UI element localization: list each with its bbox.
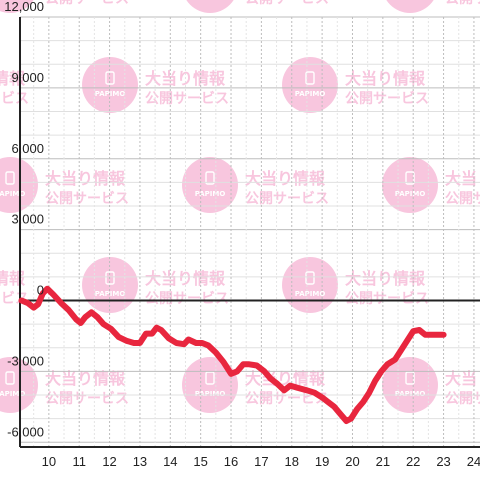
series-line-0	[18, 285, 447, 424]
x-tick-label: 20	[345, 454, 359, 469]
x-tick-label: 11	[72, 454, 86, 469]
y-tick-label: 6,000	[11, 141, 44, 156]
y-tick-label: 0	[37, 283, 44, 298]
x-tick-label: 13	[133, 454, 147, 469]
watermark-brand: PAPIMO	[395, 190, 426, 198]
watermark-line1: 大当り情報	[45, 369, 126, 388]
y-tick-label: -3,000	[7, 353, 44, 368]
watermark-line2: 公開サービス	[345, 291, 429, 307]
watermark-brand: PAPIMO	[395, 390, 426, 398]
watermark-circle-icon	[282, 57, 338, 113]
x-tick-label: 10	[42, 454, 56, 469]
watermark-line1: 大当り情報	[345, 269, 426, 288]
watermark-line2: 公開サービス	[445, 0, 480, 7]
watermark-phone-icon	[305, 271, 315, 285]
watermark-line2: 公開サービス	[445, 191, 480, 207]
watermark-line2: 公開サービス	[45, 391, 129, 407]
x-tick-label: 15	[193, 454, 207, 469]
watermark-circle-icon	[382, 157, 438, 213]
watermark-brand: PAPIMO	[295, 290, 326, 298]
watermark-line2: 公開サービス	[0, 91, 29, 107]
watermark-phone-icon	[305, 71, 315, 85]
watermark-circle-icon	[386, 0, 434, 13]
watermark-circle-icon	[186, 0, 234, 13]
watermark-brand: PAPIMO	[0, 190, 25, 198]
x-tick-label: 21	[376, 454, 390, 469]
watermark-circle-icon	[0, 157, 38, 213]
watermark-line2: 公開サービス	[45, 191, 129, 207]
x-tick-label: 19	[315, 454, 329, 469]
watermark-line1: 大当り情報	[345, 69, 426, 88]
x-tick-label: 17	[254, 454, 268, 469]
x-tick-label: 24	[467, 454, 480, 469]
watermark-line2: 公開サービス	[145, 91, 229, 107]
watermark-brand: PAPIMO	[195, 190, 226, 198]
watermark-phone-icon	[105, 271, 115, 285]
watermark-line2: 公開サービス	[245, 0, 329, 7]
watermark-line1: 大当り情報	[0, 269, 26, 288]
watermark-line2: 公開サービス	[145, 291, 229, 307]
watermark-phone-icon	[105, 71, 115, 85]
watermark-phone-icon	[205, 171, 215, 185]
watermark-circle-icon	[182, 157, 238, 213]
y-tick-label: 9,000	[11, 70, 44, 85]
watermark-phone-icon	[405, 371, 415, 385]
watermark-circle-icon	[0, 0, 34, 13]
x-tick-label: 18	[285, 454, 299, 469]
axes	[19, 17, 480, 448]
x-tick-label: 22	[406, 454, 420, 469]
watermark-line2: 公開サービス	[45, 0, 129, 7]
watermark-brand: PAPIMO	[195, 390, 226, 398]
watermark-circle-icon	[282, 257, 338, 313]
watermark-line2: 公開サービス	[345, 91, 429, 107]
watermark-phone-icon	[5, 371, 15, 385]
watermark-phone-icon	[5, 171, 15, 185]
y-tick-label: -6,000	[7, 424, 44, 439]
watermark-phone-icon	[405, 171, 415, 185]
watermark-line1: 大当り情報	[45, 169, 126, 188]
watermark-line2: 公開サービス	[245, 191, 329, 207]
y-tick-label: 3,000	[11, 212, 44, 227]
tick-labels: 12,000 9,000 6,000 3,000 0 -3,000 -6,000 10 11 12…	[4, 0, 480, 469]
x-tick-label: 23	[436, 454, 450, 469]
series-layer	[18, 285, 447, 424]
watermark-line1: 大当り情報	[245, 169, 326, 188]
watermark-line1: 大当り情報	[445, 169, 480, 188]
watermark-brand: PAPIMO	[295, 90, 326, 98]
watermark-line1: 大当り情報	[445, 369, 480, 388]
x-tick-label: 12	[102, 454, 116, 469]
watermark-circle-icon	[182, 357, 238, 413]
x-tick-label: 16	[224, 454, 238, 469]
watermark-phone-icon	[205, 371, 215, 385]
watermark-brand: PAPIMO	[0, 390, 25, 398]
x-tick-label: 14	[163, 454, 177, 469]
y-tick-label: 12,000	[4, 0, 44, 14]
watermark-line2: 公開サービス	[445, 391, 480, 407]
